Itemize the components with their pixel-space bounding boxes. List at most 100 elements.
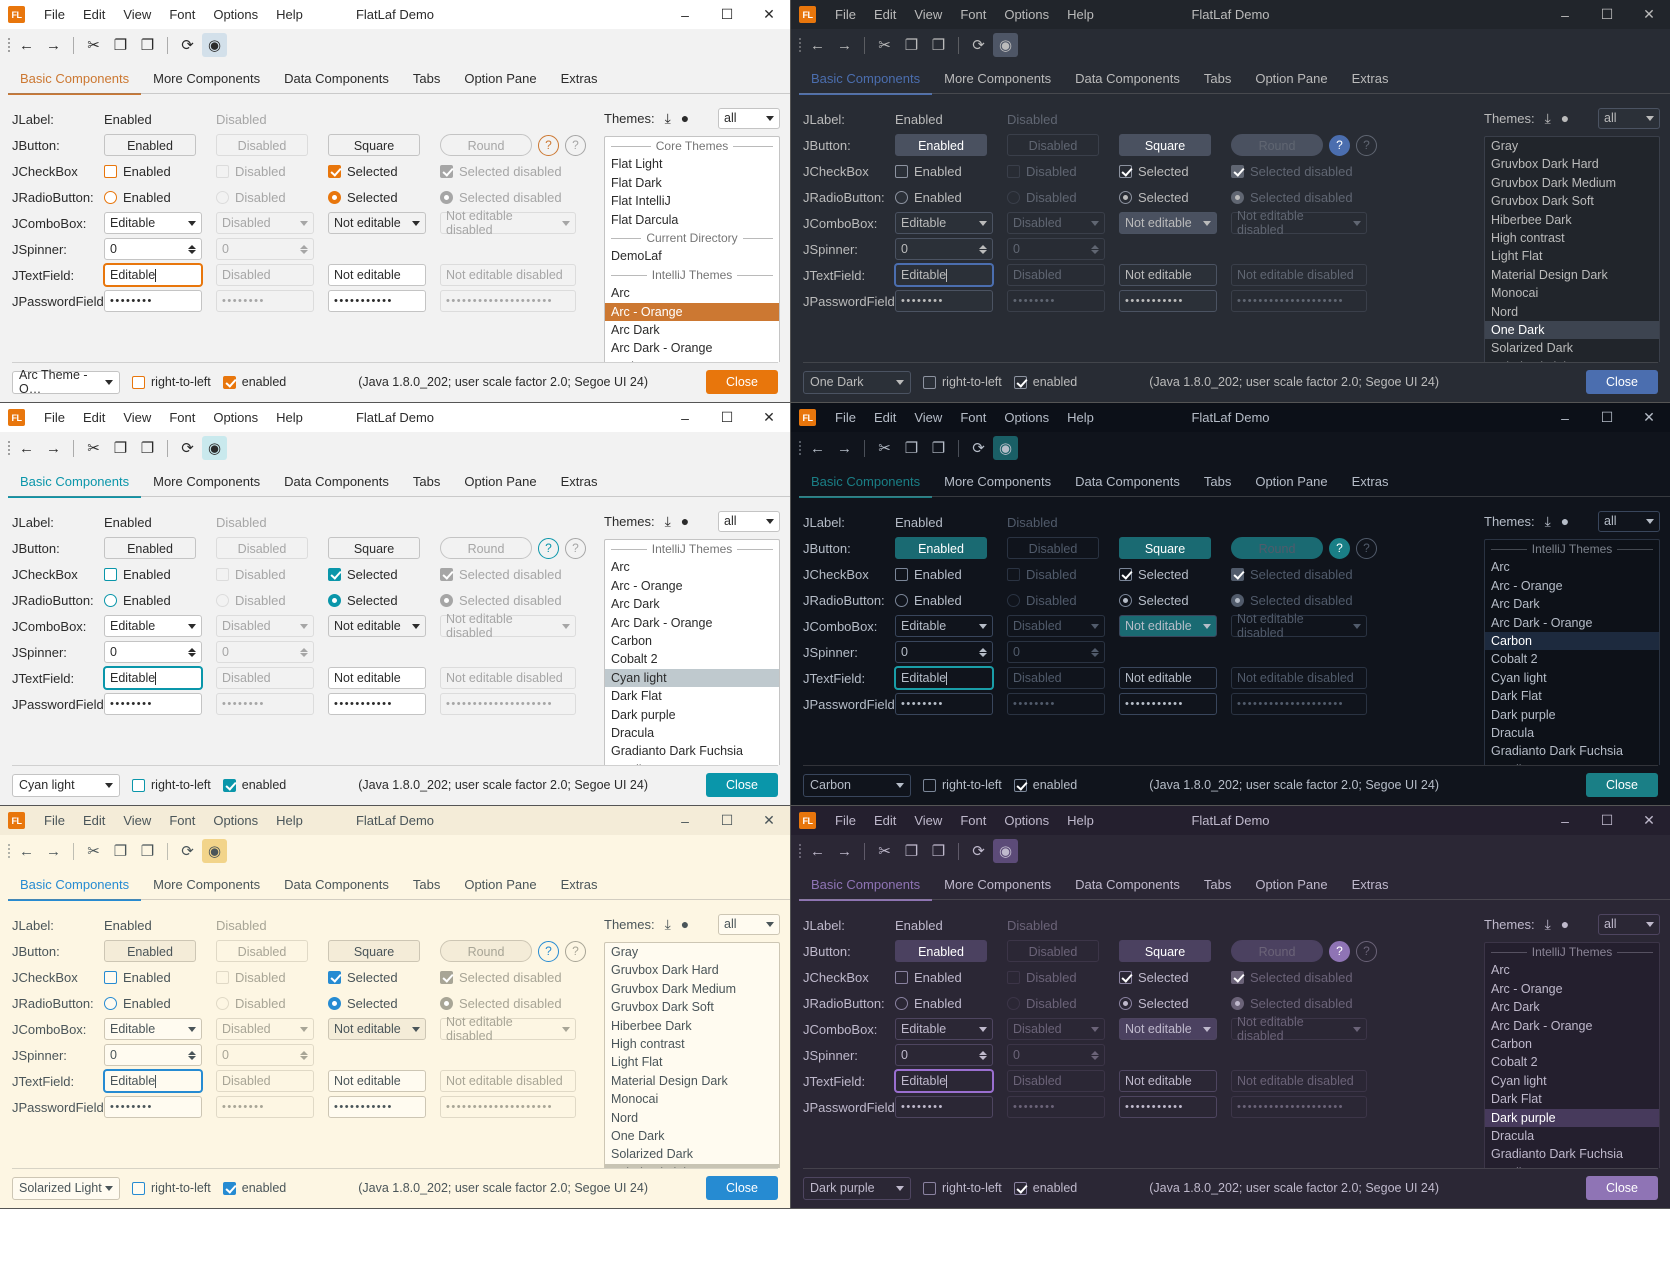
spinner-down-icon[interactable] xyxy=(188,249,196,254)
theme-list-item[interactable]: High contrast xyxy=(1491,231,1565,246)
maximize-button[interactable]: ☐ xyxy=(720,6,734,22)
spinner-down-icon[interactable] xyxy=(979,249,987,254)
checkbox-enabled[interactable] xyxy=(895,164,908,178)
checkbox-selected[interactable] xyxy=(1119,164,1132,178)
chevron-down-icon[interactable] xyxy=(896,782,904,788)
download-icon[interactable]: ⤓ xyxy=(664,915,671,932)
theme-list-item[interactable]: Flat IntelliJ xyxy=(611,194,671,209)
theme-list[interactable]: Gray Gruvbox Dark Hard Gruvbox Dark Medium… xyxy=(604,942,780,1185)
chevron-down-icon[interactable] xyxy=(896,379,904,385)
textfield-1[interactable]: Editable xyxy=(104,264,202,286)
chevron-down-icon[interactable] xyxy=(1203,1026,1211,1032)
close-button[interactable]: ✕ xyxy=(1643,812,1655,828)
chevron-down-icon[interactable] xyxy=(1091,220,1099,226)
toolbar-eye-icon[interactable]: ◉ xyxy=(993,436,1018,460)
chevron-down-icon[interactable] xyxy=(188,623,196,629)
checkbox-selected[interactable] xyxy=(328,567,341,581)
toolbar-grip[interactable] xyxy=(6,842,12,860)
tab-basic-components[interactable]: Basic Components xyxy=(799,64,933,95)
spinner-up-icon[interactable] xyxy=(188,647,196,652)
chevron-down-icon[interactable] xyxy=(562,623,570,629)
theme-selector[interactable]: Cyan light xyxy=(12,773,120,797)
theme-list-item[interactable]: Arc - Orange xyxy=(1491,578,1563,593)
theme-list-item[interactable]: Gray xyxy=(1491,139,1519,153)
theme-selector[interactable]: Arc Theme - O… xyxy=(12,368,120,396)
passwordfield-1[interactable]: •••••••• xyxy=(104,693,202,715)
toolbar-copy-icon[interactable]: ❐ xyxy=(904,440,919,457)
rtl-checkbox[interactable] xyxy=(923,778,936,792)
chevron-down-icon[interactable] xyxy=(1203,220,1211,226)
combobox-not-editable[interactable]: Not editable xyxy=(1119,615,1217,637)
spinner-up-icon[interactable] xyxy=(979,647,987,652)
chevron-down-icon[interactable] xyxy=(105,1185,113,1191)
minimize-button[interactable]: – xyxy=(1561,812,1569,829)
toolbar-refresh-icon[interactable]: ⟳ xyxy=(972,843,985,860)
theme-list-item[interactable]: Arc xyxy=(611,286,630,301)
button-square[interactable]: Square xyxy=(1119,940,1211,962)
button-enabled[interactable]: Enabled xyxy=(895,134,987,156)
passwordfield-3[interactable]: ••••••••••• xyxy=(1119,1096,1217,1118)
passwordfield-3[interactable]: ••••••••••• xyxy=(328,693,426,715)
checkbox-selected[interactable] xyxy=(328,970,341,984)
toolbar-cut-icon[interactable]: ✂ xyxy=(878,37,891,54)
combobox-editable[interactable]: Editable xyxy=(104,212,202,234)
enabled-checkbox-row[interactable]: enabled xyxy=(222,375,286,389)
download-icon[interactable]: ⤓ xyxy=(1544,915,1551,932)
menu-item-view[interactable]: View xyxy=(123,813,152,828)
rtl-checkbox-row[interactable]: right-to-left xyxy=(132,778,211,792)
checkbox-enabled[interactable] xyxy=(104,970,117,984)
tab-option-pane[interactable]: Option Pane xyxy=(1255,71,1328,86)
maximize-button[interactable]: ☐ xyxy=(720,812,734,828)
spinner-up-icon[interactable] xyxy=(188,244,196,249)
menu-item-font[interactable]: Font xyxy=(960,410,987,425)
menu-item-file[interactable]: File xyxy=(835,7,856,22)
toolbar-back-icon[interactable]: ← xyxy=(19,439,34,457)
enabled-checkbox[interactable] xyxy=(222,375,236,389)
tab-data-components[interactable]: Data Components xyxy=(1075,71,1180,86)
theme-list-item[interactable]: Gradianto Dark Fuchsia xyxy=(611,744,744,759)
help-button-1[interactable]: ? xyxy=(538,134,559,156)
menu-item-edit[interactable]: Edit xyxy=(82,7,106,22)
chevron-down-icon[interactable] xyxy=(188,1026,196,1032)
theme-list-item[interactable]: Arc Dark xyxy=(611,597,660,612)
theme-list-item[interactable]: Cobalt 2 xyxy=(611,652,658,667)
passwordfield-3[interactable]: ••••••••••• xyxy=(1119,290,1217,312)
close-button[interactable]: ✕ xyxy=(1643,409,1655,425)
chevron-down-icon[interactable] xyxy=(1353,1026,1361,1032)
combobox-not-editable[interactable]: Not editable xyxy=(328,615,426,637)
toolbar-cut-icon[interactable]: ✂ xyxy=(878,843,891,860)
button-enabled[interactable]: Enabled xyxy=(895,537,987,559)
theme-list-item[interactable]: High contrast xyxy=(611,1037,685,1052)
chevron-down-icon[interactable] xyxy=(766,115,774,121)
spinner-stepper[interactable] xyxy=(188,1050,196,1060)
menu-item-edit[interactable]: Edit xyxy=(873,410,897,425)
spinner-down-icon[interactable] xyxy=(979,1055,987,1060)
chevron-down-icon[interactable] xyxy=(979,220,987,226)
passwordfield-1[interactable]: •••••••• xyxy=(104,1096,202,1118)
download-icon[interactable]: ⤓ xyxy=(1544,512,1551,529)
toolbar-grip[interactable] xyxy=(6,439,12,457)
menu-item-font[interactable]: Font xyxy=(960,7,987,22)
menu-item-view[interactable]: View xyxy=(914,410,943,425)
checkbox-selected[interactable] xyxy=(1119,970,1132,984)
tab-extras[interactable]: Extras xyxy=(560,71,598,86)
spinner-stepper[interactable] xyxy=(188,244,196,254)
theme-list-item[interactable]: Arc xyxy=(611,560,630,575)
menu-item-edit[interactable]: Edit xyxy=(82,813,106,828)
spinner-stepper[interactable] xyxy=(300,244,308,254)
button-enabled[interactable]: Enabled xyxy=(104,537,196,559)
radio-enabled[interactable] xyxy=(104,593,117,607)
combobox-editable[interactable]: Editable xyxy=(104,1018,202,1040)
theme-list-item[interactable]: Gruvbox Dark Soft xyxy=(1491,194,1594,209)
theme-list-item[interactable]: Dracula xyxy=(1491,1129,1535,1144)
menu-item-help[interactable]: Help xyxy=(1067,813,1094,828)
rtl-checkbox-row[interactable]: right-to-left xyxy=(923,375,1002,389)
menu-item-edit[interactable]: Edit xyxy=(82,410,106,425)
menu-item-help[interactable]: Help xyxy=(276,410,303,425)
toolbar-copy-icon[interactable]: ❐ xyxy=(113,843,128,860)
chevron-down-icon[interactable] xyxy=(1646,115,1654,121)
spinner-stepper[interactable] xyxy=(300,647,308,657)
rtl-checkbox[interactable] xyxy=(132,778,145,792)
passwordfield-1[interactable]: •••••••• xyxy=(895,290,993,312)
spinner-down-icon[interactable] xyxy=(1091,249,1099,254)
